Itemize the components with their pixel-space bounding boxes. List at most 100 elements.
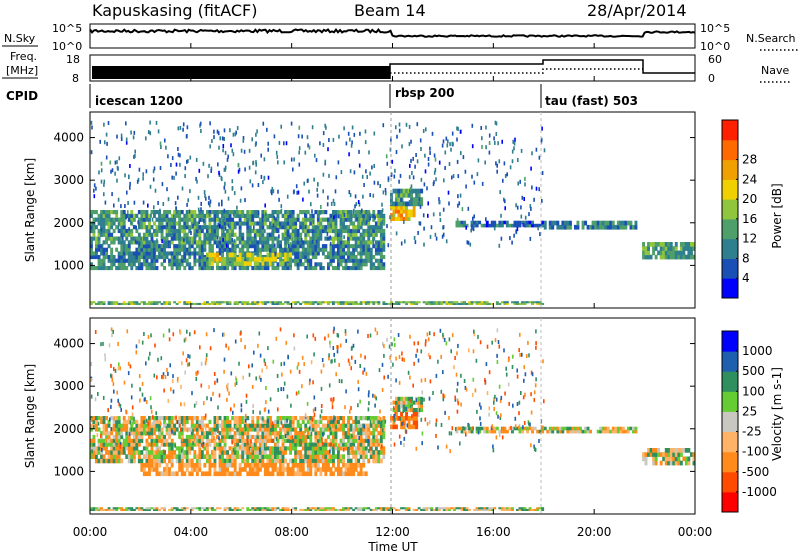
power-cell [566,225,569,230]
velocity-cell [138,459,141,464]
velocity-cell [546,430,549,434]
velocity-cell [163,443,166,447]
velocity-cell [332,450,335,455]
velocity-cell [214,471,217,476]
power-cell [244,240,247,244]
velocity-scatter-point [169,363,171,367]
velocity-scatter-point [411,406,413,410]
velocity-cell [377,431,380,435]
velocity-cell [287,435,290,439]
power-cell [241,210,244,214]
velocity-cell [556,427,559,431]
velocity-cell [642,452,645,457]
velocity-cell [140,435,143,439]
power-cell [249,233,252,237]
velocity-scatter-point [253,351,255,355]
power-scatter-point [323,143,325,147]
power-scatter-point [139,168,141,172]
power-scatter-point [544,148,546,152]
velocity-scatter-point [301,441,303,445]
power-scatter-point [443,225,445,229]
power-cell [319,301,322,303]
velocity-cell [352,467,355,472]
power-scatter-point [292,214,294,218]
power-scatter-point [386,154,388,158]
power-scatter-point [530,237,532,241]
velocity-cell [350,463,353,468]
velocity-cell [400,397,403,401]
velocity-cell [327,443,330,447]
power-cell [297,229,300,233]
velocity-cell [559,427,562,431]
velocity-scatter-point [341,379,343,383]
power-cell [342,259,345,263]
power-scatter-point [255,160,257,164]
velocity-cell [279,431,282,435]
power-cell [226,210,229,214]
velocity-scatter-point [372,394,374,398]
velocity-cell [241,439,244,443]
power-cell [319,229,322,233]
velocity-scatter-point [232,411,234,415]
velocity-cell [156,454,159,459]
power-cell [173,301,176,303]
power-cell [297,262,300,266]
velocity-scatter-point [323,363,325,367]
power-cell [183,255,186,259]
power-cell [322,248,325,252]
power-cell [118,303,121,305]
velocity-cell [277,454,280,459]
power-scatter-point [504,199,506,203]
power-cell [219,251,222,255]
velocity-cell [544,427,547,431]
power-cell [445,301,448,303]
velocity-cell [176,427,179,431]
velocity-cell [178,459,181,464]
power-cell [201,266,204,270]
power-scatter-point [465,170,467,174]
power-scatter-point [536,187,538,191]
power-scatter-point [322,189,324,193]
power-cell [256,240,259,244]
velocity-cell [103,454,106,459]
power-cell [370,229,373,233]
velocity-cell [299,509,302,511]
power-cell [186,221,189,225]
power-cell [340,229,343,233]
power-scatter-point [325,160,327,164]
power-cell [203,266,206,270]
velocity-cell [360,431,363,435]
velocity-cell [239,420,242,424]
beam-title: Beam 14 [354,1,426,20]
velocity-cell [599,427,602,431]
velocity-cell [256,454,259,459]
power-cell [314,244,317,248]
power-scatter-point [209,213,211,217]
power-cell [158,214,161,218]
velocity-scatter-point [97,433,99,437]
velocity-scatter-point [322,433,324,437]
power-cell [425,301,428,303]
velocity-cell [241,459,244,464]
power-cell [330,301,333,303]
velocity-scatter-point [90,378,92,382]
velocity-cell [206,443,209,447]
velocity-cell [146,446,149,450]
power-scatter-point [185,166,187,170]
velocity-cell [347,459,350,464]
power-cell [622,225,625,230]
power-cell [486,224,489,228]
power-cell [146,303,149,305]
power-scatter-point [435,177,437,181]
velocity-cell [324,427,327,431]
power-cell [251,214,254,218]
velocity-cell [312,446,315,450]
power-cell [398,210,401,214]
power-cell [380,248,383,252]
power-cell [226,266,229,270]
power-scatter-point [223,144,225,148]
velocity-cell [340,424,343,428]
power-cell [209,229,212,233]
power-scatter-point [182,187,184,191]
power-cell [350,229,353,233]
